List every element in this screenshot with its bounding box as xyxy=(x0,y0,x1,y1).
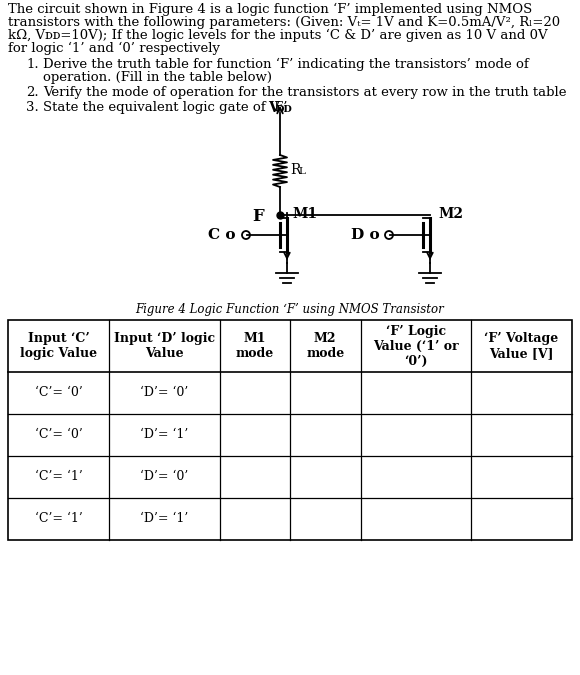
Text: operation. (Fill in the table below): operation. (Fill in the table below) xyxy=(43,71,272,84)
Text: Verify the mode of operation for the transistors at every row in the truth table: Verify the mode of operation for the tra… xyxy=(43,86,567,99)
Text: Input ‘D’ logic
Value: Input ‘D’ logic Value xyxy=(114,332,215,360)
Text: ‘D’= ‘0’: ‘D’= ‘0’ xyxy=(140,387,188,400)
Text: L: L xyxy=(298,167,305,176)
Text: The circuit shown in Figure 4 is a logic function ‘F’ implemented using NMOS: The circuit shown in Figure 4 is a logic… xyxy=(8,3,532,16)
Text: Figure 4 Logic Function ‘F’ using NMOS Transistor: Figure 4 Logic Function ‘F’ using NMOS T… xyxy=(136,303,444,316)
Text: 1.: 1. xyxy=(26,58,39,71)
Text: ‘F’ Logic
Value (‘1’ or
‘0’): ‘F’ Logic Value (‘1’ or ‘0’) xyxy=(373,325,458,367)
Text: F: F xyxy=(252,208,264,225)
Text: ‘C’= ‘0’: ‘C’= ‘0’ xyxy=(35,429,82,441)
Text: ‘C’= ‘1’: ‘C’= ‘1’ xyxy=(35,470,82,483)
Text: transistors with the following parameters: (Given: Vₜ= 1V and K=0.5mA/V², Rₗ=20: transistors with the following parameter… xyxy=(8,16,560,29)
Text: 3.: 3. xyxy=(26,101,39,114)
Text: ‘C’= ‘0’: ‘C’= ‘0’ xyxy=(35,387,82,400)
Text: for logic ‘1’ and ‘0’ respectively: for logic ‘1’ and ‘0’ respectively xyxy=(8,42,220,55)
Text: DD: DD xyxy=(276,105,293,114)
Text: ‘D’= ‘1’: ‘D’= ‘1’ xyxy=(140,512,188,526)
Text: M2
mode: M2 mode xyxy=(306,332,345,360)
Text: M1
mode: M1 mode xyxy=(235,332,274,360)
Text: ‘D’= ‘0’: ‘D’= ‘0’ xyxy=(140,470,188,483)
Text: Input ‘C’
logic Value: Input ‘C’ logic Value xyxy=(20,332,97,360)
Text: C o: C o xyxy=(208,228,235,242)
Text: D o: D o xyxy=(351,228,380,242)
Text: kΩ, Vᴅᴅ=10V); If the logic levels for the inputs ‘C & D’ are given as 10 V and 0: kΩ, Vᴅᴅ=10V); If the logic levels for th… xyxy=(8,29,548,43)
Text: Derive the truth table for function ‘F’ indicating the transistors’ mode of: Derive the truth table for function ‘F’ … xyxy=(43,58,529,72)
Text: ‘D’= ‘1’: ‘D’= ‘1’ xyxy=(140,429,188,441)
Text: V: V xyxy=(268,101,279,115)
Text: M1: M1 xyxy=(292,207,317,221)
Text: ‘C’= ‘1’: ‘C’= ‘1’ xyxy=(35,512,82,526)
Text: 2.: 2. xyxy=(26,86,39,99)
Text: M2: M2 xyxy=(438,207,463,221)
Text: ‘F’ Voltage
Value [V]: ‘F’ Voltage Value [V] xyxy=(484,332,559,360)
Bar xyxy=(8,320,572,540)
Text: State the equivalent logic gate of ‘F’: State the equivalent logic gate of ‘F’ xyxy=(43,101,288,114)
Text: R: R xyxy=(290,163,300,177)
